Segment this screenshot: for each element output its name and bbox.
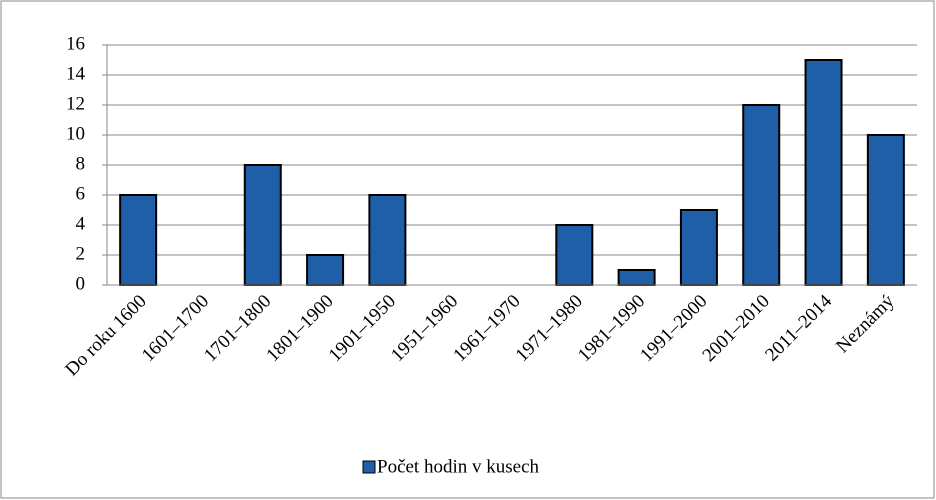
y-tick-label: 8 [76,153,86,174]
y-tick-label: 6 [76,183,86,204]
bar [679,209,718,286]
legend-swatch [362,460,376,474]
y-tick-label: 16 [66,33,85,54]
y-tick-label: 4 [76,213,86,234]
bar [804,59,843,286]
bar [866,134,905,286]
bar [555,224,594,286]
bar [742,104,781,286]
bar [617,269,656,286]
bar [119,194,158,286]
bar [243,164,282,286]
bar [306,254,345,286]
y-tick-label: 2 [76,243,86,264]
bar [368,194,407,286]
y-tick-label: 0 [76,273,86,294]
y-tick-label: 10 [66,123,85,144]
y-tick-label: 14 [66,63,86,84]
legend-label: Počet hodin v kusech [377,456,540,477]
y-tick-label: 12 [66,93,85,114]
